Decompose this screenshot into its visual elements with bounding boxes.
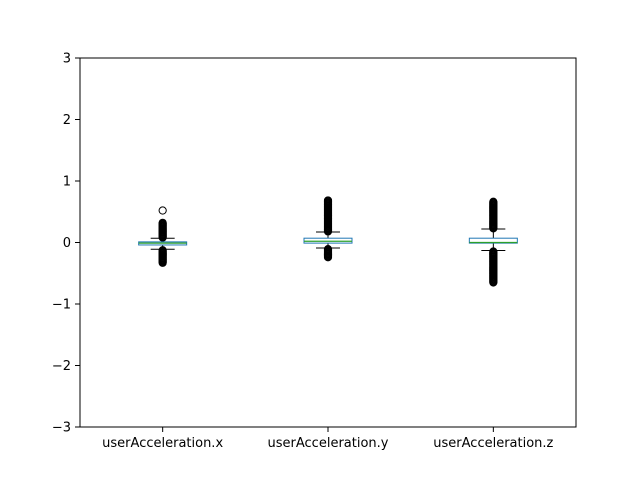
- flier-point: [158, 218, 167, 227]
- flier-point: [158, 206, 167, 215]
- y-tick-label: 2: [63, 113, 71, 128]
- x-tick-label: userAcceleration.y: [268, 436, 389, 451]
- box-iqr: [468, 237, 518, 244]
- x-tick-label: userAcceleration.z: [433, 436, 553, 451]
- box-plots: [138, 196, 518, 287]
- box-iqr: [303, 237, 353, 244]
- flier-group: [489, 197, 498, 287]
- flier-point: [489, 197, 498, 206]
- y-tick-label: 3: [63, 52, 71, 67]
- flier-group: [158, 206, 167, 267]
- y-axis: −3 −2 −1 0 1 2 3: [52, 52, 80, 436]
- y-tick-label: −1: [52, 298, 71, 313]
- box-group: [468, 197, 518, 287]
- y-tick-label: 1: [63, 175, 71, 190]
- flier-group: [323, 196, 333, 262]
- y-tick-label: 0: [63, 236, 71, 251]
- x-axis: userAcceleration.x userAcceleration.y user…: [102, 427, 554, 451]
- x-tick-label: userAcceleration.x: [102, 436, 223, 451]
- box-group: [303, 196, 353, 262]
- flier-point: [323, 196, 333, 205]
- y-tick-label: −2: [52, 359, 71, 374]
- y-tick-label: −3: [52, 421, 71, 436]
- box-group: [138, 206, 188, 267]
